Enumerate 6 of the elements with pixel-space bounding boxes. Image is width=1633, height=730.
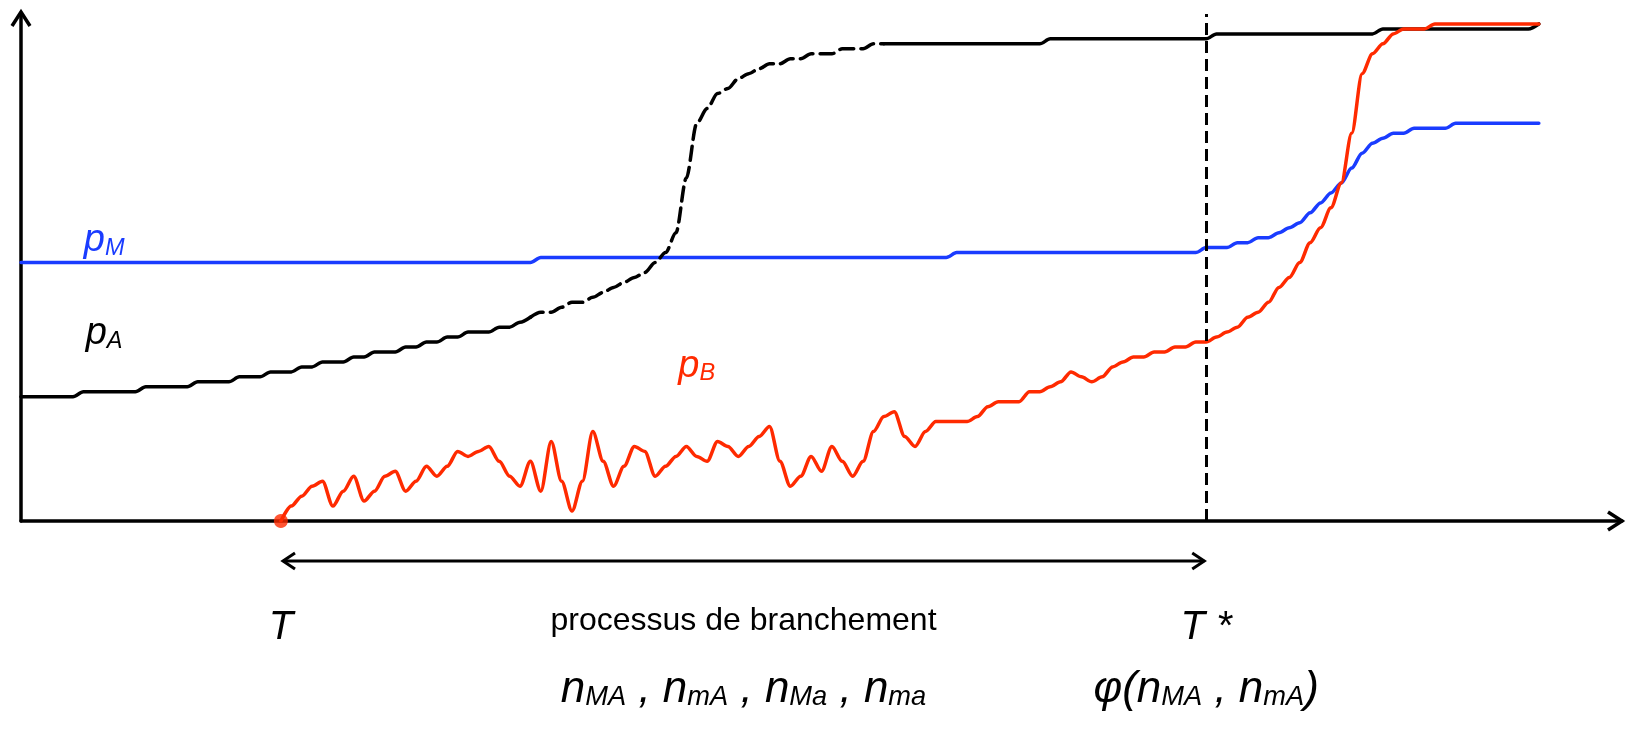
series-label: pA bbox=[84, 310, 123, 353]
x-tick-label: T * bbox=[1180, 603, 1234, 647]
series-label: pB bbox=[677, 342, 716, 386]
text: processus de branchement bbox=[550, 601, 937, 637]
series-label: pM bbox=[82, 216, 125, 260]
x-tick-label: T bbox=[268, 603, 296, 647]
